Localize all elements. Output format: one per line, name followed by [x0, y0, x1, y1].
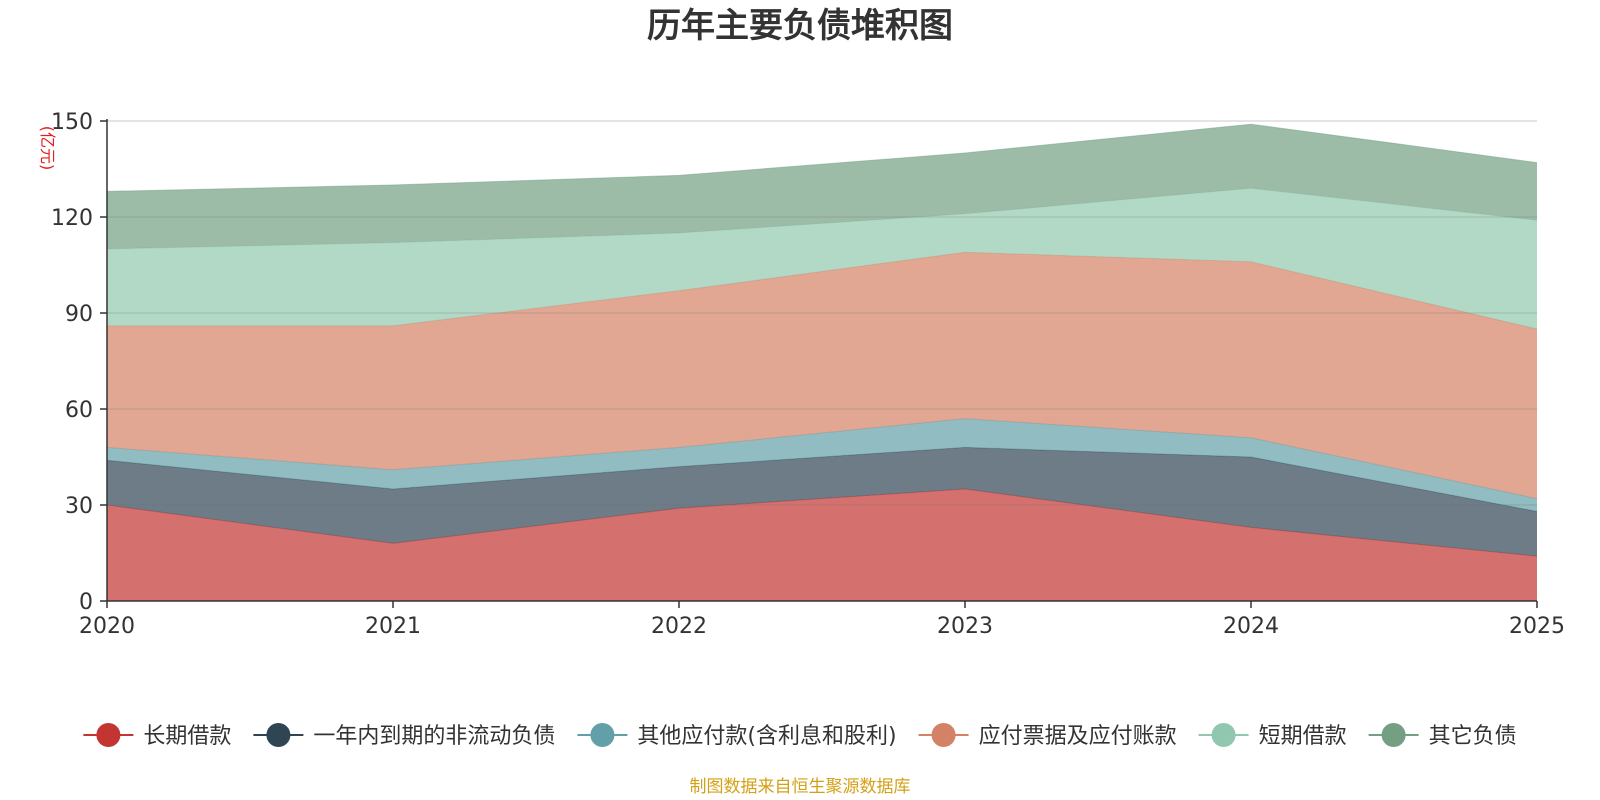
legend-item-3[interactable]: 其他应付款(含利息和股利) — [577, 723, 897, 749]
y-tick-label: 120 — [51, 206, 93, 231]
legend-item-6[interactable]: 其它负债 — [1368, 723, 1517, 749]
x-tick-label: 2021 — [365, 614, 421, 639]
legend-label: 长期借款 — [143, 724, 231, 749]
x-tick-label: 2023 — [937, 614, 993, 639]
x-tick-label: 2020 — [79, 614, 135, 639]
x-tick-label: 2024 — [1223, 614, 1279, 639]
legend-marker-icon — [590, 723, 615, 747]
area-series-3 — [107, 418, 1537, 512]
axes: 0 30 60 90 120 150 2020 2021 2022 2023 2024 2025 — [51, 110, 1565, 639]
legend-marker-icon — [266, 723, 291, 747]
legend[interactable]: 长期借款 一年内到期的非流动负债 其他应付款(含利息和股利) 应付票据及应付账款 短期借… — [83, 723, 1517, 749]
gridlines — [107, 120, 1537, 506]
y-axis-unit: (亿元) — [38, 126, 57, 171]
x-tick-label: 2022 — [651, 614, 707, 639]
legend-label: 其他应付款(含利息和股利) — [637, 724, 896, 749]
legend-label: 短期借款 — [1259, 724, 1347, 749]
chart-title: 历年主要负债堆积图 — [647, 6, 953, 46]
legend-item-2[interactable]: 一年内到期的非流动负债 — [253, 723, 555, 749]
legend-item-5[interactable]: 短期借款 — [1198, 723, 1347, 749]
x-tick-label: 2025 — [1509, 614, 1565, 639]
legend-label: 其它负债 — [1429, 724, 1517, 749]
legend-label: 应付票据及应付账款 — [979, 724, 1177, 749]
area-series-6 — [107, 124, 1537, 249]
area-series-4 — [107, 252, 1537, 499]
y-tick-label: 0 — [79, 590, 93, 615]
data-source-note: 制图数据来自恒生聚源数据库 — [690, 777, 911, 797]
legend-item-1[interactable]: 长期借款 — [83, 723, 231, 749]
legend-label: 一年内到期的非流动负债 — [313, 724, 555, 749]
legend-marker-icon — [96, 723, 121, 747]
legend-marker-icon — [931, 723, 956, 747]
area-series-5 — [107, 188, 1537, 329]
y-tick-label: 60 — [65, 398, 93, 423]
legend-marker-icon — [1211, 723, 1236, 747]
area-series — [106, 123, 1538, 601]
area-series-2 — [107, 447, 1537, 557]
legend-item-4[interactable]: 应付票据及应付账款 — [918, 723, 1177, 749]
area-series-6-edge — [106, 123, 1538, 192]
y-tick-label: 90 — [65, 302, 93, 327]
legend-marker-icon — [1381, 723, 1406, 747]
y-tick-label: 150 — [51, 110, 93, 135]
y-tick-label: 30 — [65, 494, 93, 519]
area-series-1 — [107, 489, 1537, 601]
